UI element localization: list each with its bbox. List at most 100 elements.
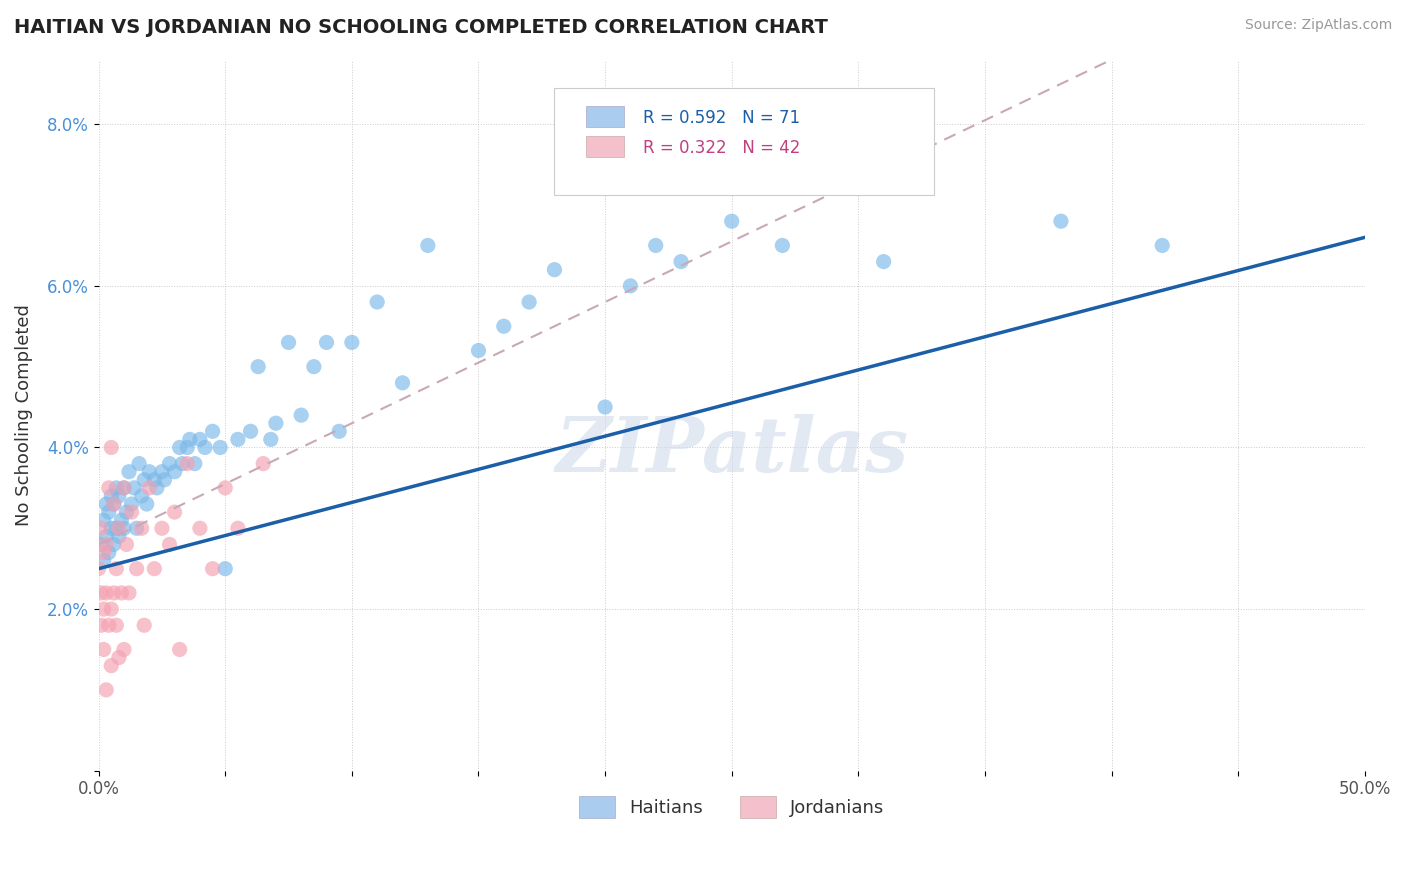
Point: [150, 521, 173, 535]
Point: [108, 650, 131, 665]
Point: [96, 682, 118, 697]
Point: [1050, 214, 1073, 228]
Point: [252, 457, 274, 471]
Point: [115, 505, 138, 519]
Point: [135, 497, 157, 511]
Point: [96, 529, 118, 543]
Point: [163, 505, 186, 519]
Y-axis label: No Schooling Completed: No Schooling Completed: [15, 304, 32, 526]
Point: [118, 586, 141, 600]
Point: [125, 562, 148, 576]
Point: [302, 359, 325, 374]
Point: [146, 481, 169, 495]
Point: [416, 238, 439, 252]
Legend: Haitians, Jordanians: Haitians, Jordanians: [572, 789, 891, 826]
Point: [134, 473, 156, 487]
Point: [93, 553, 115, 567]
Point: [108, 489, 131, 503]
Point: [176, 457, 198, 471]
Point: [100, 441, 122, 455]
Point: [159, 537, 181, 551]
Point: [100, 521, 122, 535]
Point: [264, 416, 287, 430]
Point: [121, 497, 143, 511]
Point: [108, 521, 131, 535]
Point: [112, 642, 135, 657]
Point: [720, 214, 742, 228]
Point: [239, 425, 262, 439]
Text: R = 0.592   N = 71: R = 0.592 N = 71: [643, 109, 800, 127]
Point: [105, 618, 128, 632]
Point: [97, 618, 120, 632]
Point: [90, 586, 112, 600]
Point: [105, 481, 128, 495]
Point: [169, 642, 191, 657]
Point: [112, 481, 135, 495]
Point: [131, 489, 153, 503]
Point: [105, 521, 128, 535]
Point: [188, 521, 211, 535]
Point: [467, 343, 489, 358]
Point: [103, 537, 125, 551]
Point: [619, 278, 641, 293]
Point: [277, 335, 299, 350]
Point: [121, 505, 143, 519]
Point: [184, 457, 207, 471]
Point: [90, 537, 112, 551]
Text: ZIPatlas: ZIPatlas: [555, 414, 908, 488]
Point: [115, 537, 138, 551]
Point: [97, 545, 120, 559]
Point: [100, 489, 122, 503]
Point: [872, 254, 894, 268]
Point: [105, 562, 128, 576]
Point: [100, 658, 122, 673]
Point: [201, 425, 224, 439]
Point: [315, 335, 337, 350]
Point: [366, 295, 388, 310]
Point: [328, 425, 350, 439]
Point: [644, 238, 666, 252]
Point: [226, 521, 249, 535]
Point: [153, 473, 176, 487]
Point: [93, 602, 115, 616]
Point: [209, 441, 232, 455]
Point: [517, 295, 540, 310]
Point: [169, 441, 191, 455]
Point: [260, 433, 283, 447]
Point: [163, 465, 186, 479]
Point: [112, 521, 135, 535]
Text: Source: ZipAtlas.com: Source: ZipAtlas.com: [1244, 18, 1392, 32]
Text: R = 0.322   N = 42: R = 0.322 N = 42: [643, 139, 800, 157]
Point: [108, 529, 131, 543]
Point: [103, 497, 125, 511]
Point: [110, 586, 132, 600]
FancyBboxPatch shape: [586, 136, 624, 157]
Point: [492, 319, 515, 334]
Point: [143, 562, 166, 576]
Point: [159, 457, 181, 471]
Point: [143, 473, 166, 487]
Point: [194, 441, 217, 455]
Point: [172, 457, 194, 471]
Point: [90, 521, 112, 535]
FancyBboxPatch shape: [586, 106, 624, 128]
Point: [112, 481, 135, 495]
Point: [543, 262, 565, 277]
Point: [122, 481, 145, 495]
Point: [93, 642, 115, 657]
Point: [96, 586, 118, 600]
Point: [669, 254, 692, 268]
Point: [103, 497, 125, 511]
Point: [138, 481, 160, 495]
Point: [770, 238, 793, 252]
Point: [93, 545, 115, 559]
Point: [391, 376, 413, 390]
Point: [118, 465, 141, 479]
Text: HAITIAN VS JORDANIAN NO SCHOOLING COMPLETED CORRELATION CHART: HAITIAN VS JORDANIAN NO SCHOOLING COMPLE…: [14, 18, 828, 37]
Point: [1152, 238, 1174, 252]
Point: [226, 433, 249, 447]
Point: [188, 433, 211, 447]
Point: [96, 497, 118, 511]
Point: [93, 513, 115, 527]
Point: [128, 457, 150, 471]
